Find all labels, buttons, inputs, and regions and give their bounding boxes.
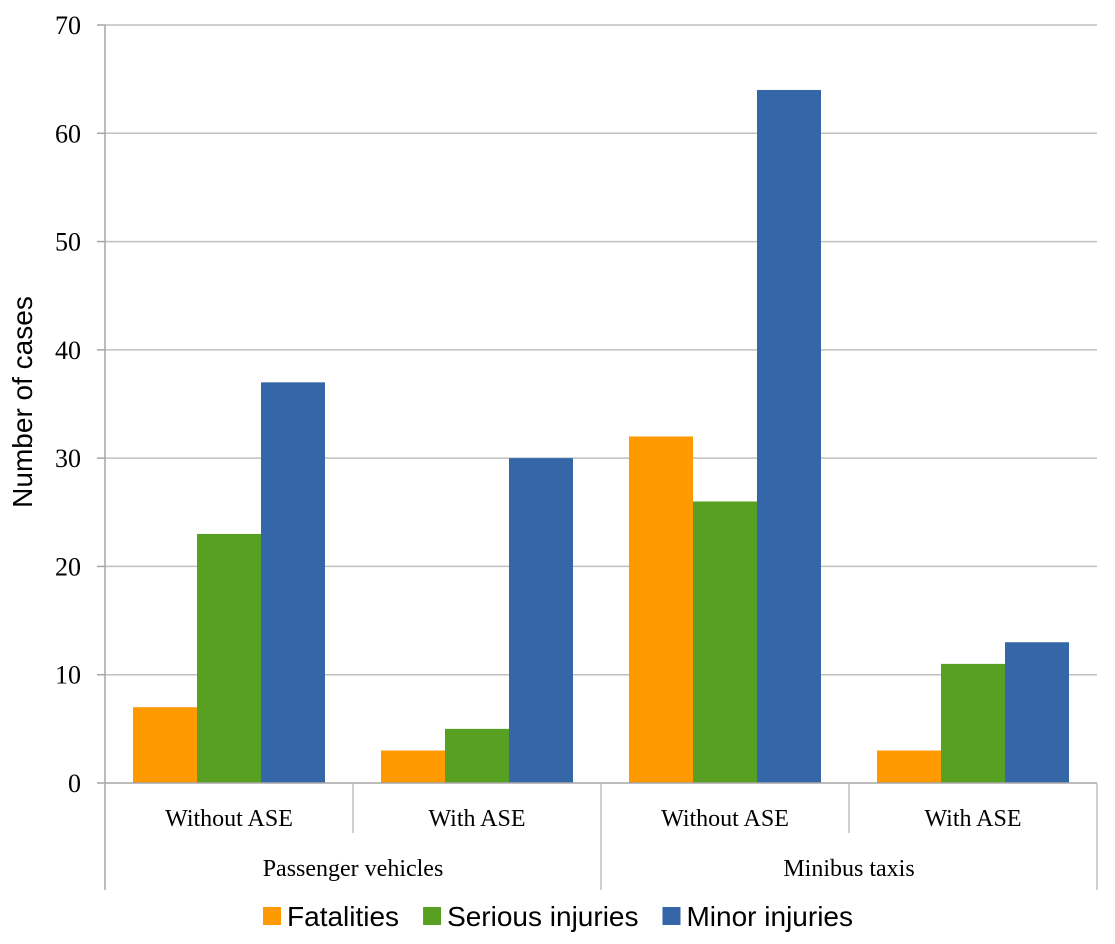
bar (509, 458, 573, 783)
x-category-label: With ASE (428, 806, 525, 832)
x-category-label: Without ASE (165, 806, 293, 832)
legend-label: Fatalities (287, 901, 399, 932)
bar (197, 533, 261, 783)
x-category-label: Without ASE (661, 806, 789, 832)
x-category-label: With ASE (924, 806, 1021, 832)
legend-swatch (263, 907, 282, 925)
x-category-labels: Without ASE With ASE Without ASE With ASE Pa… (165, 806, 1021, 882)
legend-swatch (423, 907, 442, 925)
x-group-label: Passenger vehicles (263, 856, 444, 882)
bar (381, 750, 445, 783)
legend-label: Minor injuries (686, 901, 853, 932)
bar (1005, 642, 1069, 783)
y-tick-labels: 0 10 20 30 40 50 60 70 (55, 11, 81, 798)
legend-label: Serious injuries (447, 901, 638, 932)
bars (133, 89, 1069, 783)
y-tick-label: 0 (68, 769, 81, 798)
bar (261, 382, 325, 783)
y-tick-label: 10 (55, 661, 81, 690)
y-tick-label: 20 (55, 552, 81, 581)
legend: Fatalities Serious injuries Minor injuries (263, 901, 853, 932)
y-tick-label: 60 (55, 119, 81, 148)
x-group-label: Minibus taxis (783, 856, 914, 882)
bar (877, 750, 941, 783)
bar (693, 501, 757, 783)
bar (133, 707, 197, 783)
bar (629, 436, 693, 783)
bar (757, 89, 821, 783)
legend-swatch (662, 907, 681, 925)
y-axis-title: Number of cases (7, 296, 38, 508)
y-tick-label: 30 (55, 444, 81, 473)
y-tick-label: 40 (55, 336, 81, 365)
axes (97, 24, 1098, 890)
bar (445, 728, 509, 783)
y-tick-label: 50 (55, 228, 81, 257)
bar (941, 663, 1005, 783)
y-tick-label: 70 (55, 11, 81, 40)
